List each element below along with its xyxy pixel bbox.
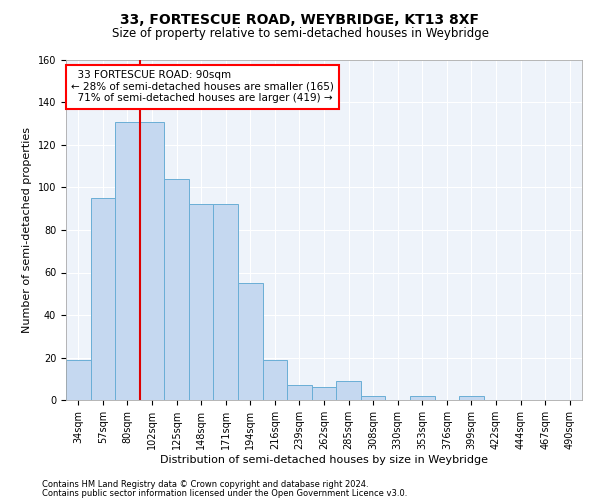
Bar: [238, 283, 263, 400]
Text: Contains public sector information licensed under the Open Government Licence v3: Contains public sector information licen…: [42, 488, 407, 498]
Text: 33 FORTESCUE ROAD: 90sqm
← 28% of semi-detached houses are smaller (165)
  71% o: 33 FORTESCUE ROAD: 90sqm ← 28% of semi-d…: [71, 70, 334, 103]
Bar: [66, 360, 91, 400]
Bar: [312, 387, 336, 400]
Text: Size of property relative to semi-detached houses in Weybridge: Size of property relative to semi-detach…: [112, 28, 488, 40]
Bar: [214, 204, 238, 400]
X-axis label: Distribution of semi-detached houses by size in Weybridge: Distribution of semi-detached houses by …: [160, 454, 488, 464]
Bar: [140, 122, 164, 400]
Y-axis label: Number of semi-detached properties: Number of semi-detached properties: [22, 127, 32, 333]
Text: 33, FORTESCUE ROAD, WEYBRIDGE, KT13 8XF: 33, FORTESCUE ROAD, WEYBRIDGE, KT13 8XF: [121, 12, 479, 26]
Text: Contains HM Land Registry data © Crown copyright and database right 2024.: Contains HM Land Registry data © Crown c…: [42, 480, 368, 489]
Bar: [410, 396, 434, 400]
Bar: [287, 385, 312, 400]
Bar: [459, 396, 484, 400]
Bar: [164, 179, 189, 400]
Bar: [115, 122, 140, 400]
Bar: [263, 360, 287, 400]
Bar: [189, 204, 214, 400]
Bar: [336, 381, 361, 400]
Bar: [91, 198, 115, 400]
Bar: [361, 396, 385, 400]
